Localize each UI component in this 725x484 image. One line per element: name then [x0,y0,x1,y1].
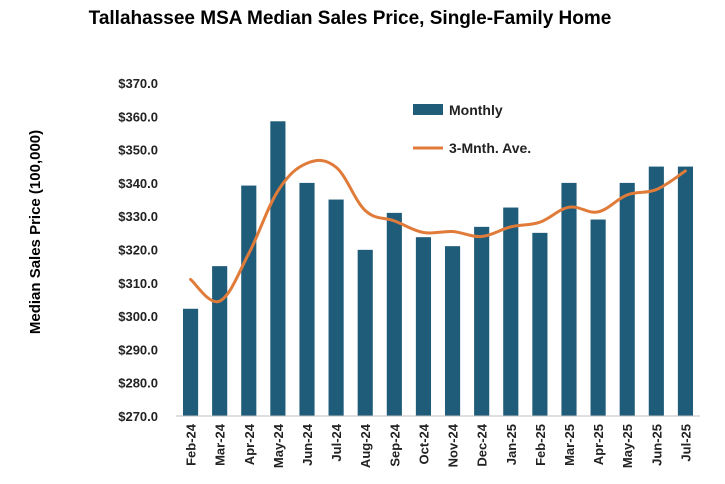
y-axis-ticks: $270.0 $280.0 $290.0 $300.0 $310.0 $320.0 $330… [118,76,158,424]
bar [241,185,257,416]
y-tick-label: $360.0 [118,109,158,124]
y-tick-label: $340.0 [118,176,158,191]
bar [444,246,461,416]
x-tick-label: Mar-24 [213,423,228,466]
legend-label-avg: 3-Mnth. Ave. [449,140,531,156]
x-tick-label: Mar-25 [562,424,577,466]
bar [415,237,432,416]
bar [212,266,228,416]
x-tick-label: Sep-24 [387,423,402,466]
bar [648,166,664,416]
x-tick-label: Aug-24 [358,423,373,468]
bar [532,232,548,416]
y-axis-title: Median Sales Price (100,000) [27,130,44,334]
x-tick-label: Feb-25 [533,424,548,466]
bar [474,226,490,416]
chart-title: Tallahassee MSA Median Sales Price, Sing… [88,8,612,29]
x-tick-label: Apr-25 [591,424,606,465]
x-tick-label: May-25 [620,424,635,468]
avg-line [189,158,687,304]
x-tick-label: Jul-25 [678,424,693,462]
x-tick-label: Nov-24 [446,423,461,467]
y-tick-label: $270.0 [118,409,158,424]
bar [561,182,577,416]
x-tick-label: Jun-24 [300,423,315,466]
x-tick-label: Dec-24 [475,423,490,466]
x-tick-label: May-24 [271,423,286,468]
x-tick-label: Jun-25 [649,424,664,466]
bar [503,207,519,416]
legend-label-monthly: Monthly [449,102,503,118]
bar [182,308,199,416]
bar [677,166,694,416]
x-tick-label: Apr-24 [242,423,257,465]
y-tick-label: $290.0 [118,342,158,357]
bar [619,182,635,416]
y-tick-label: $350.0 [118,143,158,158]
y-tick-label: $370.0 [118,76,158,91]
y-axis-label: Median Sales Price (100,000) [27,130,44,334]
x-tick-label: Feb-24 [184,423,199,466]
y-tick-label: $320.0 [118,243,158,258]
legend-swatch-monthly [413,104,443,115]
x-tick-label: Jul-24 [329,423,344,461]
bar-series [182,121,694,417]
bar [299,182,315,416]
bar [270,121,286,417]
y-tick-label: $280.0 [118,376,158,391]
bar [590,219,606,416]
bar [386,212,402,416]
bar [357,249,373,416]
y-tick-label: $330.0 [118,209,158,224]
x-tick-label: Jan-25 [504,424,519,465]
x-tick-label: Oct-24 [416,423,431,464]
y-tick-label: $300.0 [118,309,158,324]
x-axis-ticks: Feb-24 Mar-24 Apr-24 May-24 Jun-24 Jul-24 Aug-… [184,423,694,468]
line-series [189,158,687,304]
bar [328,199,344,416]
y-tick-label: $310.0 [118,276,158,291]
legend: Monthly 3-Mnth. Ave. [413,102,531,156]
